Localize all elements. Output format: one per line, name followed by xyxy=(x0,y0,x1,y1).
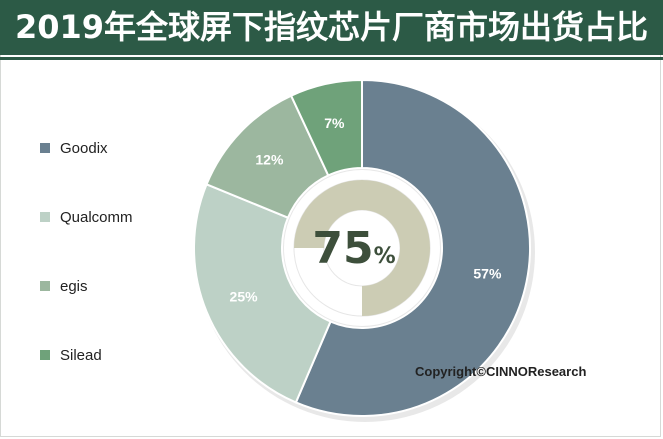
legend-item-goodix: Goodix xyxy=(40,138,108,158)
legend-item-qualcomm: Qualcomm xyxy=(40,207,133,227)
legend-label-silead: Silead xyxy=(60,346,102,364)
legend-label-qualcomm: Qualcomm xyxy=(60,208,133,226)
legend-item-silead: Silead xyxy=(40,345,102,365)
slice-label-silead: 7% xyxy=(324,115,345,131)
title-bar: 2019年全球屏下指纹芯片厂商市场出货占比 xyxy=(0,0,663,55)
center-percentage-number: 75 xyxy=(312,223,373,274)
legend-swatch-silead xyxy=(40,350,50,360)
slice-label-goodix: 57% xyxy=(473,266,502,282)
center-percentage: 75% xyxy=(312,223,395,274)
chart-title: 2019年全球屏下指纹芯片厂商市场出货占比 xyxy=(14,8,649,46)
legend-swatch-egis xyxy=(40,281,50,291)
slice-label-qualcomm: 25% xyxy=(230,289,259,305)
legend-item-egis: egis xyxy=(40,276,88,296)
copyright-text: Copyright©CINNOResearch xyxy=(415,364,587,379)
legend-label-egis: egis xyxy=(60,277,88,295)
legend-swatch-qualcomm xyxy=(40,212,50,222)
center-percentage-unit: % xyxy=(374,244,396,269)
slice-label-egis: 12% xyxy=(255,152,284,168)
legend-swatch-goodix xyxy=(40,143,50,153)
legend-label-goodix: Goodix xyxy=(60,139,108,157)
slice-qualcomm xyxy=(193,183,332,404)
inner-ring-progress xyxy=(294,180,430,316)
slice-silead xyxy=(289,78,363,177)
slice-goodix xyxy=(294,78,531,417)
title-underline xyxy=(0,57,663,60)
